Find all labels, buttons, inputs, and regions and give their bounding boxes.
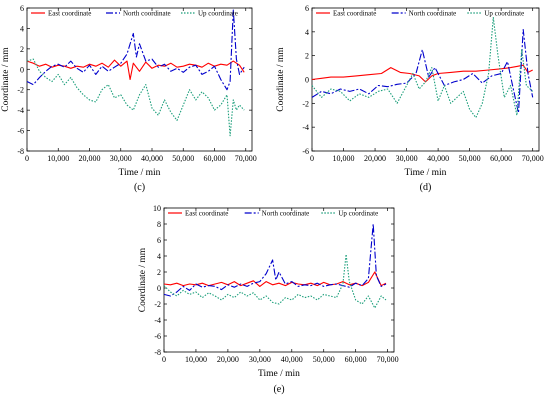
x-tick-label: 40,000	[427, 154, 449, 163]
plot-frame	[163, 207, 395, 353]
chart-panel-c: 0 10,000 20,000 30,000 40,000 50,000 60,000 70,…	[0, 0, 275, 198]
chart-panel-e: 0 10,000 20,000 30,000 40,000 50,000 60,000 70,…	[137, 198, 413, 400]
legend-entry: North coordinate	[262, 210, 310, 218]
legend-entry: Up coordinate	[198, 10, 238, 18]
chart-svg-c: 0 10,000 20,000 30,000 40,000 50,000 60,000 70,…	[1, 4, 257, 193]
y-tick-label: 0	[157, 284, 161, 293]
y-tick-label: -6	[154, 332, 161, 341]
chart-svg-e: 0 10,000 20,000 30,000 40,000 50,000 60,000 70,…	[138, 204, 399, 395]
y-tick-label: -8	[154, 348, 161, 357]
y-tick-label: -4	[302, 123, 309, 132]
y-tick-label: -2	[154, 300, 161, 309]
y-tick-label: 0	[20, 65, 24, 74]
x-tick-label: 50,000	[459, 154, 481, 163]
y-tick-label: -6	[17, 127, 24, 136]
y-tick-label: 6	[157, 236, 161, 245]
y-tick-label: 2	[305, 52, 309, 61]
y-tick-label: 4	[20, 24, 24, 33]
y-tick-label: 6	[20, 4, 24, 13]
y-axis-label: Coordinate / mm	[1, 47, 11, 112]
x-tick-label: 40,000	[141, 154, 163, 163]
y-tick-label: 8	[157, 220, 161, 229]
series-line-up	[163, 253, 387, 309]
y-tick-label: -6	[302, 147, 309, 156]
panel-label: (c)	[134, 182, 145, 193]
x-axis-label: Time / min	[119, 168, 161, 178]
y-tick-label: 4	[157, 252, 161, 261]
legend-entry: East coordinate	[185, 210, 228, 218]
x-tick-label: 30,000	[249, 355, 271, 364]
y-tick-label: 4	[305, 28, 309, 37]
x-tick-label: 10,000	[333, 154, 355, 163]
x-tick-label: 20,000	[364, 154, 386, 163]
legend-entry: North coordinate	[123, 10, 171, 18]
y-tick-label: -4	[17, 106, 24, 115]
y-tick-label: 2	[157, 268, 161, 277]
x-tick-label: 10,000	[47, 154, 69, 163]
series-line-north	[26, 9, 245, 91]
legend-entry: East coordinate	[333, 10, 376, 18]
x-tick-label: 60,000	[490, 154, 512, 163]
series-line-east	[311, 64, 533, 83]
x-tick-label: 60,000	[204, 154, 226, 163]
plot-frame	[26, 7, 253, 152]
x-tick-label: 0	[25, 154, 29, 163]
x-tick-label: 50,000	[172, 154, 194, 163]
y-tick-label: 2	[20, 45, 24, 54]
x-tick-label: 10,000	[185, 355, 207, 364]
y-tick-label: 10	[153, 204, 161, 213]
series-line-up	[26, 58, 245, 137]
chart-panel-d: 0 10,000 20,000 30,000 40,000 50,000 60,000 70,…	[275, 0, 550, 198]
legend-entry: East coordinate	[48, 10, 91, 18]
x-tick-label: 20,000	[217, 355, 239, 364]
x-tick-label: 30,000	[396, 154, 418, 163]
series-line-east	[163, 271, 387, 287]
x-tick-label: 70,000	[522, 154, 544, 163]
x-axis-label: Time / min	[405, 168, 447, 178]
x-tick-label: 40,000	[281, 355, 303, 364]
x-tick-label: 0	[162, 355, 166, 364]
x-tick-label: 20,000	[79, 154, 101, 163]
y-tick-label: 0	[305, 76, 309, 85]
y-axis-label: Coordinate / mm	[138, 247, 148, 312]
x-tick-label: 60,000	[345, 355, 367, 364]
panel-label: (e)	[273, 384, 284, 395]
x-tick-label: 50,000	[313, 355, 335, 364]
legend-entry: North coordinate	[409, 10, 457, 18]
chart-svg-d: 0 10,000 20,000 30,000 40,000 50,000 60,000 70,…	[276, 4, 544, 193]
legend-entry: Up coordinate	[338, 210, 378, 218]
series-line-east	[26, 59, 245, 81]
series-line-up	[311, 16, 534, 119]
y-tick-label: -2	[302, 99, 309, 108]
y-tick-label: -2	[17, 86, 24, 95]
plot-frame	[311, 7, 540, 152]
x-axis-label: Time / min	[258, 369, 300, 379]
x-tick-label: 70,000	[235, 154, 257, 163]
legend-entry: Up coordinate	[484, 10, 524, 18]
y-tick-label: -8	[17, 147, 24, 156]
series-line-north	[311, 28, 534, 114]
y-tick-label: -4	[154, 316, 161, 325]
panel-label: (d)	[420, 182, 432, 193]
y-axis-label: Coordinate / mm	[276, 47, 286, 112]
series-line-north	[163, 223, 387, 297]
x-tick-label: 70,000	[377, 355, 399, 364]
x-tick-label: 0	[310, 154, 314, 163]
x-tick-label: 30,000	[110, 154, 132, 163]
y-tick-label: 6	[305, 4, 309, 13]
